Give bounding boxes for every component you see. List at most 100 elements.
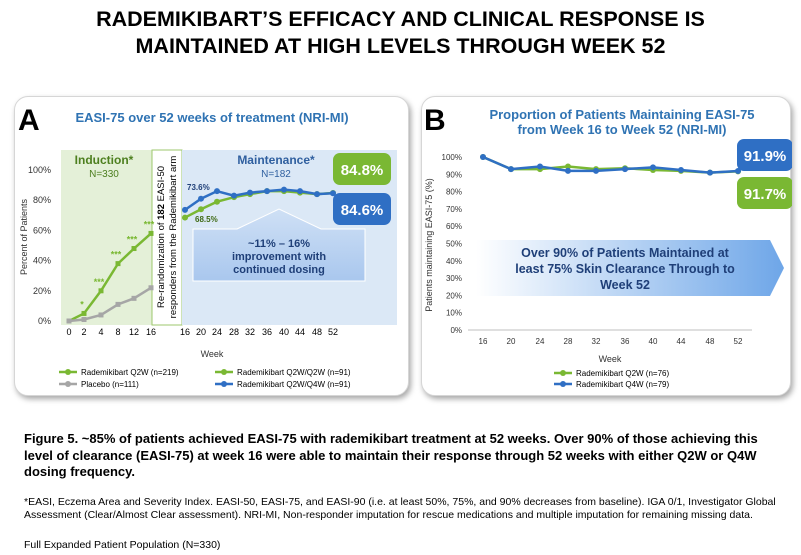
ytick-label: 0% <box>38 316 51 326</box>
series-point-1 <box>115 301 121 307</box>
significance-star: * <box>80 299 84 309</box>
xtick-label: 32 <box>245 327 255 337</box>
rerandomization-line-2: responders from the Rademikibart arm <box>168 156 179 319</box>
rerand-bold: 182 <box>156 204 167 220</box>
badge-blue-a-text: 84.6% <box>341 202 384 219</box>
series-point-1 <box>565 167 571 174</box>
ytick-label: 80% <box>33 195 51 205</box>
legend-label: Rademikibart Q2W (n=76) <box>576 369 669 378</box>
figure-caption: Figure 5. ~85% of patients achieved EASI… <box>24 431 758 479</box>
footnote: *EASI, Eczema Area and Severity Index. E… <box>24 496 776 521</box>
xtick-label: 16 <box>146 327 156 337</box>
panel-a-letter: A <box>18 104 40 137</box>
ytick-label: 70% <box>446 205 462 214</box>
series-point-1 <box>66 318 72 324</box>
callout-text-line: continued dosing <box>233 264 325 276</box>
xtick-label: 36 <box>621 337 630 346</box>
chart-a: EASI-75 over 52 weeks of treatment (NRI-… <box>19 110 397 389</box>
ytick-label: 80% <box>446 188 462 197</box>
callout-text-line: improvement with <box>232 251 326 263</box>
series-point-1 <box>508 166 514 173</box>
series-point-0 <box>148 230 154 236</box>
xtick-label: 8 <box>115 327 120 337</box>
series-point-3 <box>330 190 336 197</box>
xtick-label: 24 <box>536 337 545 346</box>
xtick-label: 0 <box>66 327 71 337</box>
ytick-label: 60% <box>33 225 51 235</box>
series-point-1 <box>537 163 543 170</box>
chart-a-ylabel: Percent of Patients <box>19 198 29 275</box>
main-title-line-1: RADEMIKIBART’S EFFICACY AND CLINICAL RES… <box>96 7 705 31</box>
significance-star: *** <box>144 219 155 229</box>
panel-b: Proportion of Patients Maintaining EASI-… <box>421 96 792 396</box>
badge-green-b <box>737 177 792 209</box>
ytick-label: 20% <box>446 291 462 300</box>
xtick-label: 2 <box>81 327 86 337</box>
series-line-3 <box>184 188 334 211</box>
rerand-pre: Re-randomization of <box>156 220 167 308</box>
xtick-label: 28 <box>564 337 573 346</box>
xtick-label: 52 <box>328 327 338 337</box>
xtick-label: 52 <box>734 337 743 346</box>
series-point-0 <box>115 261 121 267</box>
series-point-1 <box>707 169 713 176</box>
legend-swatch-dot <box>65 369 71 375</box>
maintenance-label: Maintenance* <box>237 153 315 167</box>
callout-text-line: ~11% – 16% <box>248 238 310 250</box>
series-point-1 <box>593 167 599 174</box>
legend-swatch-dot <box>221 369 227 375</box>
induction-n: N=330 <box>89 169 119 180</box>
xtick-label: 48 <box>312 327 322 337</box>
xtick-label: 28 <box>229 327 239 337</box>
maintenance-n: N=182 <box>261 169 291 180</box>
series-point-3 <box>214 188 220 195</box>
ytick-label: 40% <box>446 257 462 266</box>
series-point-2 <box>214 198 220 205</box>
legend-swatch-dot <box>560 381 566 387</box>
xtick-label: 36 <box>262 327 272 337</box>
ytick-label: 40% <box>33 256 51 266</box>
series-point-0 <box>565 163 571 170</box>
series-point-1 <box>81 316 87 322</box>
main-title-line-2: MAINTAINED AT HIGH LEVELS THROUGH WEEK 5… <box>135 34 666 58</box>
badge-blue-a <box>333 193 391 225</box>
arrow-text-line: least 75% Skin Clearance Through to <box>515 262 735 276</box>
xtick-label: 40 <box>279 327 289 337</box>
chart-b-xlabel: Week <box>599 354 622 364</box>
legend-label: Placebo (n=111) <box>81 380 139 389</box>
rerandomization-line-1: Re-randomization of 182 EASI-50 <box>156 166 167 308</box>
callout-arrow <box>192 208 366 282</box>
series-point-0 <box>98 288 104 294</box>
series-point-1 <box>131 295 137 301</box>
xtick-label: 16 <box>180 327 190 337</box>
series-point-3 <box>182 206 188 213</box>
legend-label: Rademikibart Q2W/Q2W (n=91) <box>237 368 351 377</box>
significance-star: *** <box>94 277 105 287</box>
xtick-label: 32 <box>592 337 601 346</box>
series-point-3 <box>247 189 253 196</box>
series-point-3 <box>198 195 204 202</box>
series-point-1 <box>678 166 684 173</box>
series-point-3 <box>231 192 237 199</box>
legend-swatch-dot <box>65 381 71 387</box>
chart-b-title-line: Proportion of Patients Maintaining EASI-… <box>489 107 754 122</box>
ytick-label: 100% <box>442 153 462 162</box>
panel-a: EASI-75 over 52 weeks of treatment (NRI-… <box>14 96 409 396</box>
series-point-1 <box>480 154 486 160</box>
xtick-label: 48 <box>706 337 715 346</box>
xtick-label: 12 <box>129 327 139 337</box>
series-point-1 <box>622 166 628 173</box>
label-68-5: 68.5% <box>195 215 218 224</box>
chart-a-xlabel: Week <box>201 349 224 359</box>
xtick-label: 4 <box>98 327 103 337</box>
ytick-label: 100% <box>28 165 51 175</box>
arrow-text-line: Over 90% of Patients Maintained at <box>521 246 730 260</box>
badge-green-a <box>333 153 391 185</box>
ytick-label: 60% <box>446 222 462 231</box>
legend-swatch-dot <box>560 370 566 376</box>
series-point-0 <box>81 310 87 316</box>
badge-green-a-text: 84.8% <box>341 162 384 179</box>
significance-star: *** <box>127 235 138 245</box>
xtick-label: 16 <box>479 337 488 346</box>
label-73-6: 73.6% <box>187 183 210 192</box>
